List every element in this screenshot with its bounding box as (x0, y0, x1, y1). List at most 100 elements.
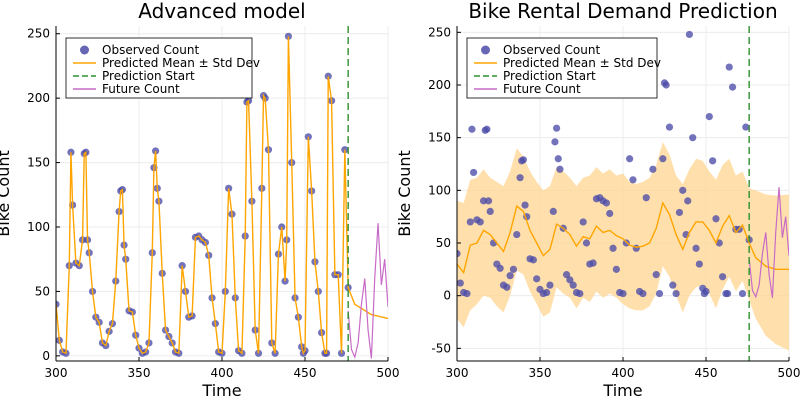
legend-label-prediction-start: Prediction Start (503, 69, 596, 83)
observed-point (529, 256, 537, 264)
chart-title: Bike Rental Demand Prediction (468, 0, 777, 23)
observed-point (468, 125, 476, 133)
observed-point (56, 300, 60, 308)
observed-point (626, 155, 634, 163)
x-tick-label: 350 (529, 366, 552, 380)
observed-point (738, 289, 747, 298)
observed-point (702, 287, 710, 296)
x-tick-label: 450 (294, 366, 317, 380)
observed-point (551, 138, 559, 146)
observed-point (554, 155, 562, 163)
observed-point (639, 289, 647, 298)
y-tick-label: 200 (428, 78, 451, 92)
observed-point (723, 289, 732, 298)
observed-point (602, 199, 611, 207)
observed-point (549, 207, 557, 216)
legend-label-prediction-start: Prediction Start (102, 69, 195, 83)
legend-marker-observed (80, 45, 89, 55)
legend-label-future: Future Count (102, 82, 180, 96)
legend-label-observed: Observed Count (102, 43, 199, 57)
observed-point (665, 123, 674, 131)
x-axis-title: Time (201, 381, 241, 400)
predicted-mean-line (56, 36, 388, 355)
observed-point (606, 209, 614, 218)
future-count-line (748, 187, 789, 299)
y-tick-label: 100 (428, 183, 451, 197)
observed-point (685, 30, 694, 39)
observed-point (562, 271, 571, 279)
observed-point (649, 165, 657, 173)
observed-point (622, 239, 630, 247)
observed-point (612, 265, 620, 273)
legend-label-observed: Observed Count (503, 43, 600, 57)
observed-point (719, 273, 727, 281)
observed-point (479, 197, 488, 205)
y-axis-title: Bike Count (395, 150, 414, 237)
y-tick-label: 200 (27, 91, 50, 105)
observed-point (579, 218, 587, 226)
y-tick-label: 0 (42, 349, 50, 363)
observed-point (533, 275, 541, 283)
x-axis-title: Time (602, 381, 642, 400)
y-tick-label: 250 (428, 25, 451, 39)
observed-point (629, 176, 637, 184)
observed-point (466, 218, 474, 226)
y-tick-label: -50 (431, 341, 451, 355)
y-tick-label: 50 (436, 236, 451, 250)
observed-point (513, 230, 521, 239)
observed-point (679, 186, 687, 194)
observed-point (669, 281, 677, 289)
observed-point (659, 155, 667, 163)
observed-point (692, 244, 700, 252)
legend-box (466, 37, 658, 99)
observed-point (709, 157, 717, 165)
observed-point (582, 239, 591, 247)
std-dev-band (457, 141, 789, 351)
left-chart-panel: 300 350 400 450 500 0 50 100 150 200 250 Advanced m… (0, 0, 399, 400)
observed-point (543, 288, 551, 297)
observed-point (553, 124, 561, 132)
observed-point (695, 260, 703, 268)
legend-label-predicted: Predicted Mean ± Std Dev (503, 56, 661, 70)
y-tick-label: 250 (27, 27, 50, 41)
observed-point (476, 218, 484, 226)
observed-point (556, 165, 564, 173)
observed-point (496, 264, 504, 272)
legend-box (65, 37, 253, 99)
observed-point (689, 134, 697, 142)
observed-point (519, 156, 528, 164)
observed-point (672, 289, 680, 298)
observed-point (470, 168, 478, 177)
observed-point (655, 289, 664, 298)
observed-point (516, 174, 524, 182)
observed-point (728, 83, 737, 91)
observed-point (509, 265, 518, 273)
observed-point (483, 125, 491, 133)
observed-point (652, 271, 660, 279)
observed-point (576, 289, 584, 298)
observed-point (486, 207, 494, 216)
x-tick-label: 300 (45, 366, 68, 380)
observed-point (484, 197, 493, 205)
observed-point (609, 244, 617, 252)
predicted-mean-line (457, 201, 789, 275)
observed-point (457, 249, 461, 258)
observed-point (546, 281, 554, 289)
observed-point (742, 123, 750, 131)
chart-title: Advanced model (138, 0, 305, 23)
x-tick-label: 300 (446, 366, 469, 380)
x-tick-label: 350 (128, 366, 151, 380)
y-tick-label: 0 (443, 289, 451, 303)
legend-label-future: Future Count (503, 82, 581, 96)
x-tick-label: 400 (612, 366, 635, 380)
legend-marker-observed (481, 45, 490, 55)
future-count-line (347, 223, 388, 360)
observed-point (506, 272, 514, 280)
observed-point (503, 283, 511, 291)
observed-point (457, 279, 464, 287)
observed-point (589, 259, 597, 267)
observed-point (521, 201, 529, 209)
